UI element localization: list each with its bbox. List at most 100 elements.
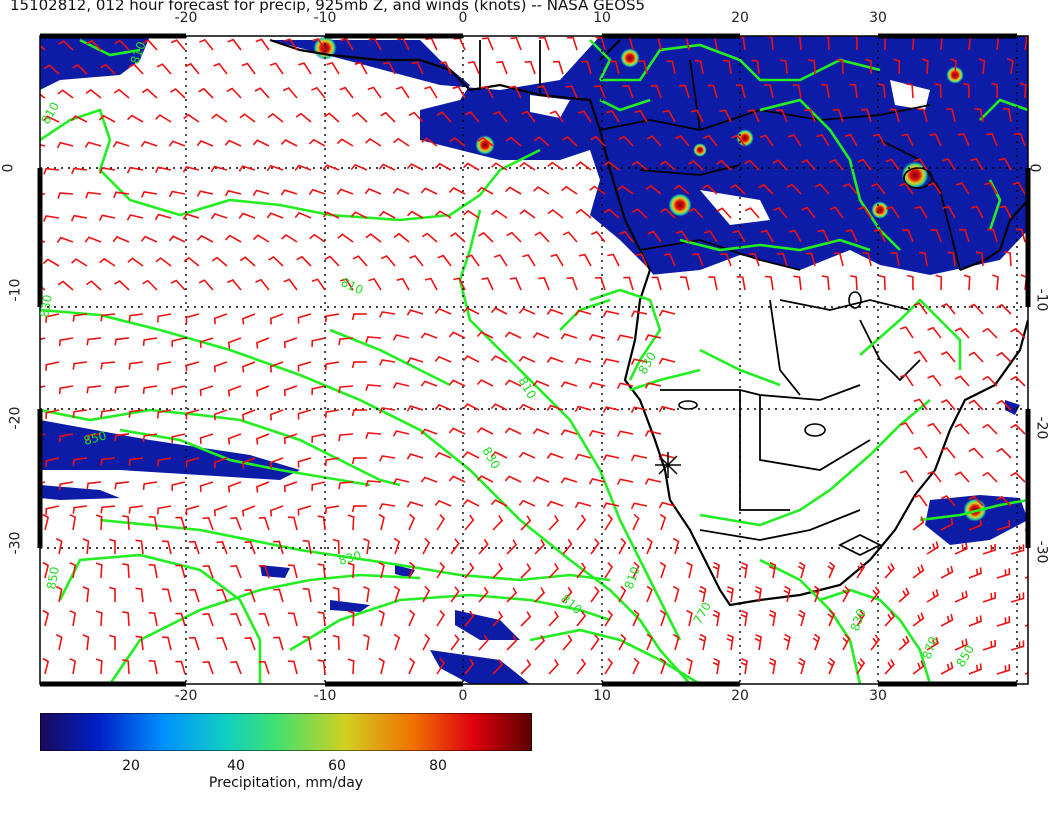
wind-barb: [168, 190, 186, 198]
wind-barb: [740, 657, 748, 675]
wind-barb: [351, 505, 368, 513]
wind-barb: [467, 61, 480, 75]
wind-barb: [632, 561, 640, 579]
wind-barb: [658, 501, 676, 509]
wind-barb: [703, 230, 718, 243]
forecast-map: 810 810 830 810 810 850 830 830 850 810 …: [37, 33, 1031, 687]
wind-barb: [408, 609, 416, 627]
wind-barb: [871, 182, 886, 195]
wind-barb: [350, 211, 368, 219]
wind-barb: [1012, 181, 1026, 195]
wind-barb: [968, 519, 982, 531]
wind-barb: [913, 158, 928, 171]
wind-barb: [538, 277, 550, 291]
wind-barb: [546, 404, 564, 411]
wind-barb: [297, 457, 312, 468]
wind-barb: [899, 374, 914, 387]
wind-barb: [213, 457, 228, 469]
wind-barb: [884, 658, 895, 675]
wind-barb: [968, 447, 984, 459]
wind-barb: [740, 609, 748, 627]
wind-barb: [72, 63, 88, 75]
wind-barb: [630, 406, 648, 413]
wind-barb: [510, 36, 522, 51]
wind-barb: [114, 385, 130, 394]
wind-barb: [490, 499, 508, 507]
wind-barb: [548, 610, 559, 627]
wind-barb: [244, 588, 256, 603]
wind-barb: [317, 659, 326, 675]
wind-barb: [351, 409, 368, 417]
wind-barb: [901, 133, 914, 147]
wind-barb: [86, 337, 102, 346]
wind-barb: [311, 433, 326, 443]
wind-barb: [411, 61, 424, 75]
wind-barb: [128, 63, 144, 75]
wind-barb: [768, 657, 777, 675]
wind-barb: [126, 114, 144, 123]
wind-barb: [659, 513, 667, 531]
wind-barb: [100, 313, 116, 322]
lon-tick-top: -10: [313, 10, 337, 26]
wind-barb: [280, 139, 298, 147]
wind-barb: [45, 409, 60, 419]
wind-barb: [827, 657, 836, 675]
wind-barb: [537, 85, 550, 99]
wind-barb: [56, 236, 74, 244]
wind-barb: [434, 499, 452, 507]
wind-barb: [996, 447, 1012, 459]
wind-barb: [280, 189, 298, 196]
wind-barb: [478, 634, 489, 651]
wind-barb: [242, 361, 256, 373]
wind-barb: [744, 159, 760, 171]
wind-barb: [490, 355, 508, 363]
wind-barb: [452, 85, 466, 99]
wind-barb: [992, 274, 999, 291]
wind-barb: [365, 432, 382, 439]
wind-barb: [45, 457, 60, 467]
wind-barb: [996, 664, 1011, 675]
wind-barb: [242, 505, 256, 517]
wind-barb: [898, 587, 910, 603]
wind-barb: [332, 586, 340, 603]
wind-barb: [185, 505, 200, 516]
wind-barb: [393, 585, 401, 603]
wind-barb: [302, 635, 312, 651]
wind-barb: [71, 258, 88, 267]
lat-tick-right: -20: [1033, 416, 1050, 440]
wind-barb: [688, 207, 704, 219]
wind-barb: [562, 135, 578, 147]
wind-barb: [392, 430, 410, 437]
wind-barb: [701, 184, 718, 195]
wind-barb: [210, 212, 228, 220]
wind-barb: [311, 86, 326, 99]
wind-barb: [650, 84, 662, 99]
contour-label: 870: [920, 635, 941, 661]
wind-barb: [490, 451, 508, 459]
wind-barb: [504, 186, 522, 195]
wind-barb: [520, 659, 532, 675]
wind-barb: [816, 133, 830, 147]
wind-barb: [58, 433, 74, 443]
wind-barb: [935, 274, 943, 291]
wind-barb: [679, 84, 690, 99]
wind-barb: [982, 543, 997, 555]
wind-barb: [422, 585, 431, 603]
wind-barb: [230, 516, 242, 531]
wind-barb: [646, 537, 653, 555]
wind-barb: [420, 332, 438, 339]
wind-barb: [70, 115, 88, 123]
wind-barb: [86, 481, 102, 490]
wind-barb: [857, 206, 872, 219]
wind-barb: [337, 233, 354, 243]
wind-barb: [1010, 544, 1025, 555]
wind-barb: [213, 361, 228, 373]
wind-barb: [954, 327, 970, 339]
wind-barb: [946, 108, 956, 123]
wind-barb: [57, 280, 74, 291]
wind-barb: [906, 83, 914, 99]
wind-barb: [213, 313, 228, 325]
wind-barb: [968, 351, 984, 363]
wind-barb: [672, 585, 680, 603]
wind-barb: [368, 37, 382, 51]
